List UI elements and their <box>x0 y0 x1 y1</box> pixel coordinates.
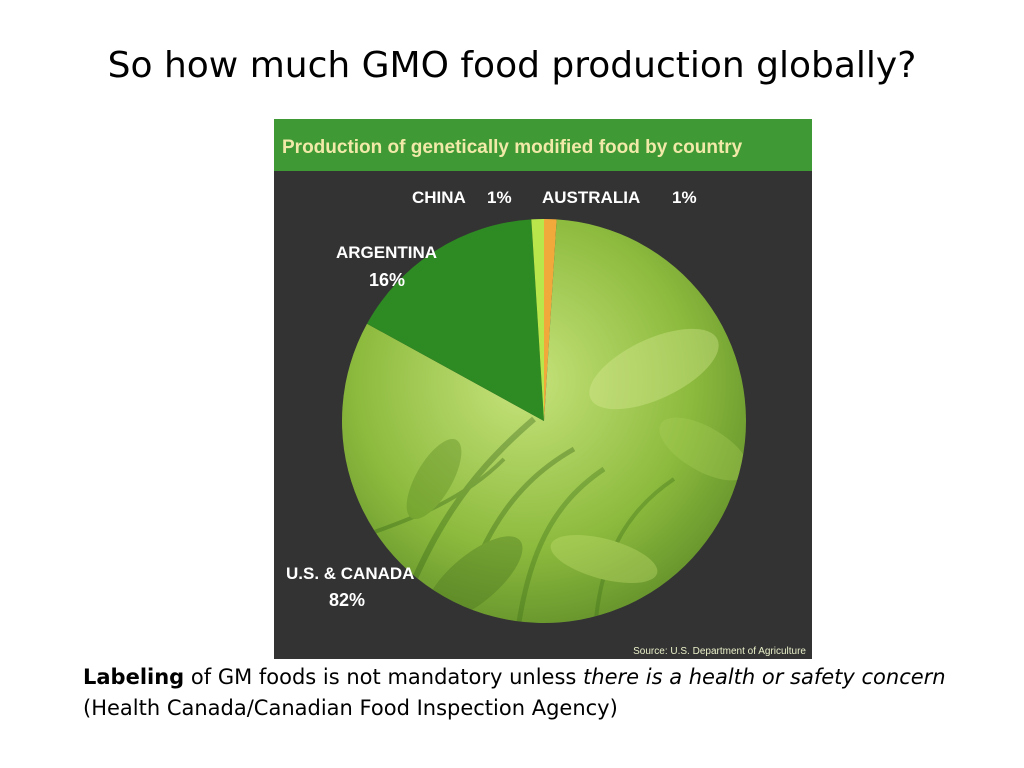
caption-italic: there is a health or safety concern <box>583 665 946 689</box>
label-china-value: 1% <box>487 188 512 207</box>
pie-slice-australia <box>544 219 557 421</box>
label-argentina-name: ARGENTINA <box>336 243 437 262</box>
pie-slice-u-s-canada <box>342 219 747 624</box>
chart-title: Production of genetically modified food … <box>282 137 743 158</box>
label-us-canada-value: 82% <box>329 590 365 610</box>
pie-chart: Production of genetically modified food … <box>274 119 812 657</box>
caption-text-2: (Health Canada/Canadian Food Inspection … <box>83 696 618 720</box>
chart-header-bar <box>274 119 812 171</box>
pie-slices <box>342 219 747 624</box>
label-argentina-value: 16% <box>369 270 405 290</box>
pie-slice-china <box>531 219 544 421</box>
caption-bold: Labeling <box>83 665 185 689</box>
pie-chart-figure: Production of genetically modified food … <box>274 119 812 659</box>
caption: Labeling of GM foods is not mandatory un… <box>83 662 963 724</box>
leaf-texture <box>353 328 746 623</box>
label-china-name: CHINA <box>412 188 466 207</box>
label-australia-value: 1% <box>672 188 697 207</box>
chart-source: Source: U.S. Department of Agriculture <box>633 646 806 657</box>
label-us-canada-name: U.S. & CANADA <box>286 564 414 583</box>
label-australia-name: AUSTRALIA <box>542 188 640 207</box>
caption-text-1: of GM foods is not mandatory unless <box>190 665 577 689</box>
pie-slice-argentina <box>366 219 544 421</box>
slide-title: So how much GMO food production globally… <box>107 45 917 86</box>
